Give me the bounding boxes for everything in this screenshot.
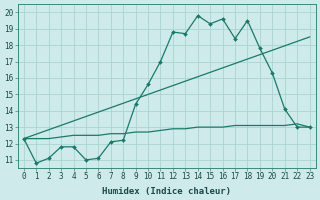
X-axis label: Humidex (Indice chaleur): Humidex (Indice chaleur) [102, 187, 231, 196]
